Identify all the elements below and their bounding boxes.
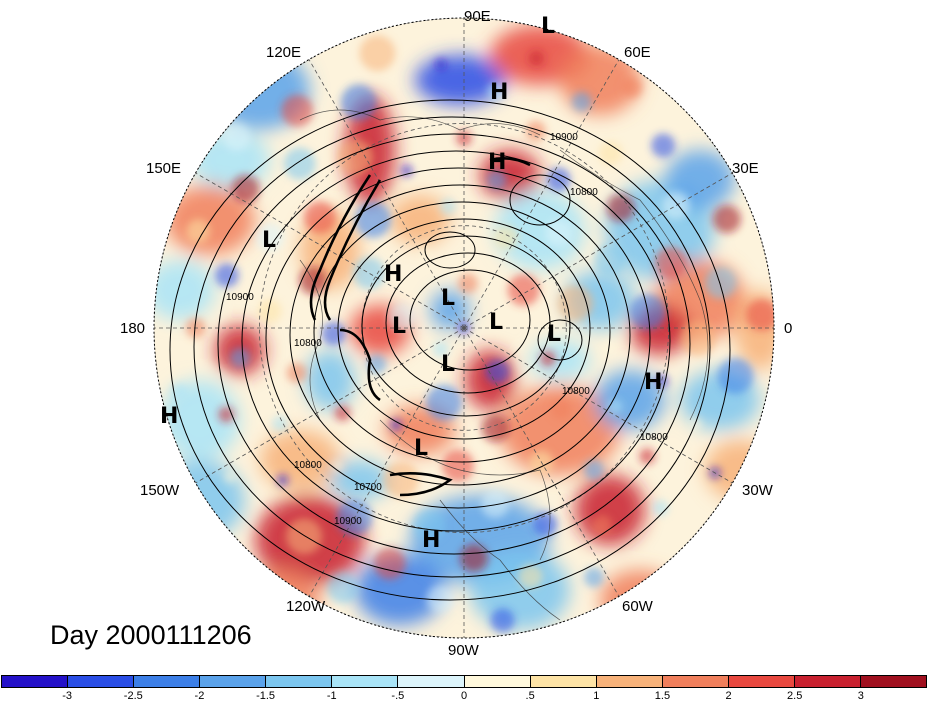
contour-label: 10800 [570,187,598,198]
colorbar-tick-label: -2 [194,690,205,702]
contour-label: 10800 [294,338,322,349]
low-pressure-marker: L [262,228,277,253]
colorbar-tick-label: -.5 [391,690,405,702]
colorbar-tick-label: -3 [62,690,73,702]
colorbar-tick-label: -1 [326,690,337,702]
lon-label: 120W [286,598,326,615]
colorbar-swatch [861,676,927,687]
colorbar-tick-label: 1 [593,690,600,702]
lon-label: 30E [732,160,759,177]
contour-label: 10800 [294,460,322,471]
colorbar-tick-label: -2.5 [123,690,143,702]
colorbar-swatch [200,676,267,687]
contour-label: 10700 [354,482,382,493]
lon-label: 60E [624,44,651,61]
low-pressure-marker: L [541,14,556,39]
low-pressure-marker: L [441,286,456,311]
low-pressure-marker: L [392,314,407,339]
high-pressure-marker: H [488,150,507,175]
low-pressure-marker: L [489,310,504,335]
day-title: Day 2000111206 [50,620,252,650]
colorbar-swatch [794,676,862,687]
colorbar-swatch [662,676,729,687]
colorbar-tick-label: 3 [857,690,864,702]
lon-label: 120E [266,44,302,61]
colorbar-swatch [728,676,795,687]
contour-label: 10800 [562,386,590,397]
low-pressure-marker: L [547,322,562,347]
high-pressure-marker: H [422,528,441,553]
contour-label: 10800 [640,432,668,443]
colorbar-swatch [2,676,69,687]
colorbar-tick-label: 2 [725,690,732,702]
lon-label: 180 [120,320,146,337]
colorbar-tick-label: 2.5 [787,690,803,702]
colorbar-swatch [398,676,465,687]
low-pressure-marker: L [441,352,456,377]
map-boundary [153,17,775,639]
lon-label: 150E [146,160,182,177]
colorbar-swatch [464,676,531,687]
colorbar-swatch [68,676,135,687]
contour-label: 10900 [334,516,362,527]
contour-label: 10900 [226,292,254,303]
colorbar-tick-label: .5 [525,690,535,702]
high-pressure-marker: H [160,404,179,429]
colorbar-tick-label: 0 [460,690,468,702]
lon-label: 60W [622,598,653,615]
lon-label: 90E [464,8,491,25]
colorbar-swatch [596,676,663,687]
low-pressure-marker: L [414,436,429,461]
high-pressure-marker: H [384,262,403,287]
colorbar-tick-label: -1.5 [256,690,276,702]
high-pressure-marker: H [644,370,663,395]
colorbar [1,675,927,688]
contour-label: 10900 [550,132,578,143]
colorbar-swatch [266,676,333,687]
colorbar-swatch [530,676,597,687]
colorbar-swatch [332,676,399,687]
lon-label: 0 [784,320,793,337]
lon-label: 30W [742,482,773,499]
colorbar-swatch [134,676,201,687]
lon-label: 150W [140,482,180,499]
high-pressure-marker: H [490,80,509,105]
colorbar-tick-label: 1.5 [654,690,671,702]
lon-label: 90W [448,642,479,659]
anomaly-field [154,18,774,638]
